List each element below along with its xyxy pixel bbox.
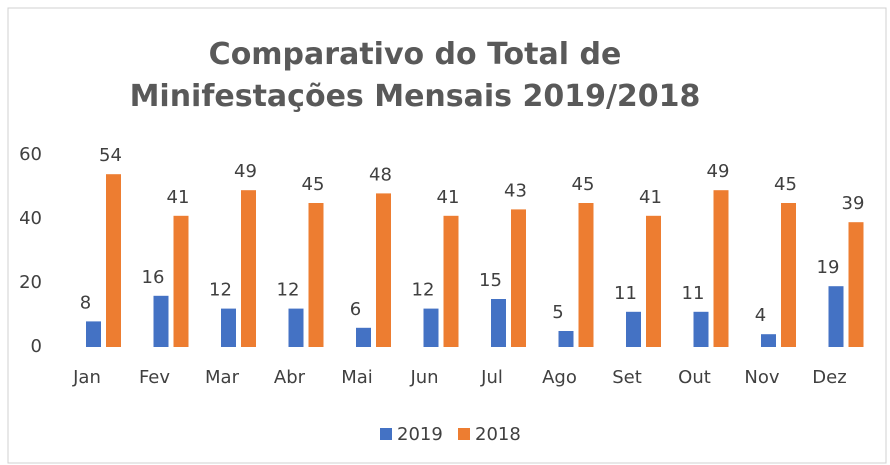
value-label: 6 — [350, 299, 361, 320]
legend-label: 2018 — [475, 424, 521, 445]
value-label: 5 — [552, 302, 563, 323]
bar — [106, 174, 121, 347]
x-tick-label: Ago — [542, 367, 577, 388]
x-tick-label: Mar — [205, 367, 240, 388]
bar — [86, 321, 101, 347]
bar — [241, 190, 256, 347]
value-label: 19 — [817, 257, 840, 278]
value-label: 49 — [234, 161, 257, 182]
value-label: 16 — [142, 267, 165, 288]
x-tick-label: Nov — [744, 367, 779, 388]
x-tick-label: Abr — [274, 367, 306, 388]
bar — [626, 311, 641, 347]
bar — [153, 295, 169, 347]
chart-title: Comparativo do Total de Minifestações Me… — [129, 37, 701, 114]
value-label: 45 — [774, 174, 797, 195]
chart-border — [7, 7, 887, 464]
legend-label: 2019 — [397, 424, 443, 445]
value-label: 11 — [614, 283, 637, 304]
bar — [443, 215, 459, 347]
y-tick-label: 20 — [19, 272, 42, 293]
bar — [848, 222, 864, 347]
value-label: 39 — [842, 193, 865, 214]
value-label: 41 — [167, 187, 190, 208]
value-label: 4 — [755, 305, 766, 326]
bar — [221, 308, 236, 347]
bar — [376, 193, 391, 347]
bar — [511, 209, 526, 347]
bar — [578, 203, 594, 347]
bar — [761, 334, 776, 347]
value-label: 48 — [369, 164, 392, 185]
bar — [558, 331, 574, 347]
bar — [173, 215, 189, 347]
x-tick-label: Mai — [341, 367, 373, 388]
value-label: 45 — [572, 174, 595, 195]
bar — [288, 308, 304, 347]
value-label: 12 — [209, 280, 232, 301]
value-label: 43 — [504, 180, 527, 201]
x-tick-label: Jul — [480, 367, 503, 388]
bar — [356, 327, 371, 347]
y-tick-label: 40 — [19, 208, 42, 229]
value-label: 15 — [479, 270, 502, 291]
value-label: 49 — [707, 161, 730, 182]
x-tick-label: Fev — [139, 367, 170, 388]
x-tick-label: Jun — [409, 367, 438, 388]
value-label: 12 — [277, 280, 300, 301]
x-tick-label: Set — [612, 367, 642, 388]
x-tick-label: Jan — [72, 367, 101, 388]
y-tick-label: 0 — [31, 336, 42, 357]
value-label: 8 — [80, 292, 91, 313]
bar — [781, 203, 796, 347]
bar — [646, 215, 661, 347]
legend-swatch — [380, 428, 392, 440]
bar — [693, 311, 709, 347]
bar — [828, 286, 844, 347]
x-tick-label: Dez — [812, 367, 846, 388]
value-label: 41 — [639, 187, 662, 208]
bar — [713, 190, 729, 347]
bar — [308, 203, 324, 347]
bar — [423, 308, 439, 347]
bar — [491, 299, 506, 347]
value-label: 12 — [412, 280, 435, 301]
x-tick-label: Out — [678, 367, 711, 388]
legend-swatch — [458, 428, 470, 440]
value-label: 45 — [302, 174, 325, 195]
value-label: 11 — [682, 283, 705, 304]
value-label: 41 — [437, 187, 460, 208]
y-tick-label: 60 — [19, 144, 42, 165]
value-label: 54 — [99, 145, 122, 166]
